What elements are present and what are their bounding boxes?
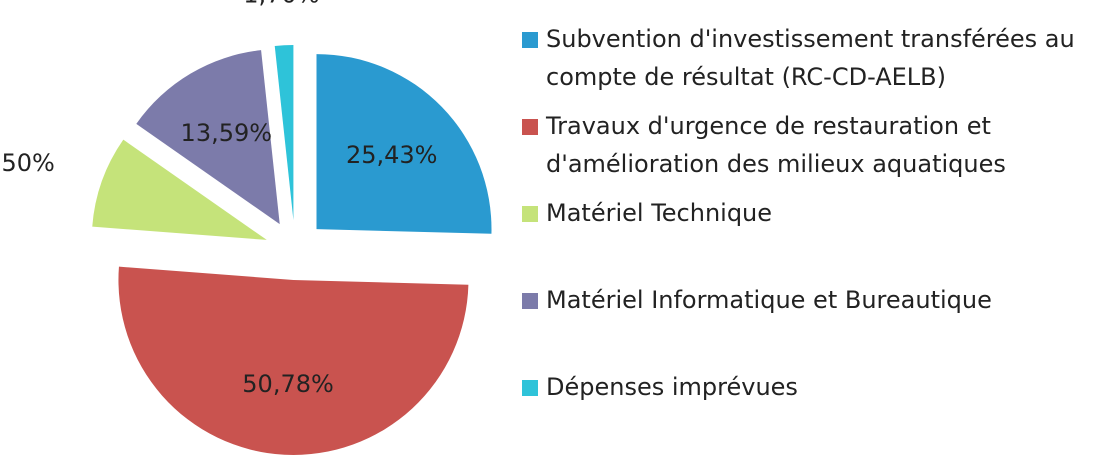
data-label: 8,50% [0, 149, 55, 177]
legend-label: Subvention d'investissement transférées … [546, 25, 1075, 91]
pie-slice [118, 266, 469, 455]
legend-entry: Matériel Informatique et Bureautique [522, 281, 1107, 368]
legend-label: Matériel Informatique et Bureautique [546, 286, 992, 314]
legend-swatch [522, 293, 538, 309]
data-label: 50,78% [242, 370, 334, 398]
data-label: 25,43% [346, 141, 438, 169]
pie-slice [92, 139, 267, 240]
legend-entry: Matériel Technique [522, 194, 1107, 281]
legend: Subvention d'investissement transférées … [522, 20, 1107, 455]
legend-label: Matériel Technique [546, 199, 773, 227]
legend-swatch [522, 32, 538, 48]
pie-slice [274, 45, 294, 221]
legend-swatch [522, 119, 538, 135]
data-label: 1,70% [243, 0, 319, 8]
legend-entry: Subvention d'investissement transférées … [522, 20, 1107, 107]
data-label: 13,59% [181, 119, 273, 147]
legend-entry: Dépenses imprévues [522, 368, 1107, 455]
legend-swatch [522, 206, 538, 222]
legend-label: Travaux d'urgence de restauration et d'a… [546, 112, 1006, 178]
pie-slice [136, 50, 280, 225]
legend-entry: Travaux d'urgence de restauration et d'a… [522, 107, 1107, 194]
legend-swatch [522, 380, 538, 396]
pie-slice [316, 54, 492, 234]
legend-label: Dépenses imprévues [546, 373, 798, 401]
pie: 25,43% 50,78% 8,50% 13,59% 1,70% [0, 0, 492, 455]
